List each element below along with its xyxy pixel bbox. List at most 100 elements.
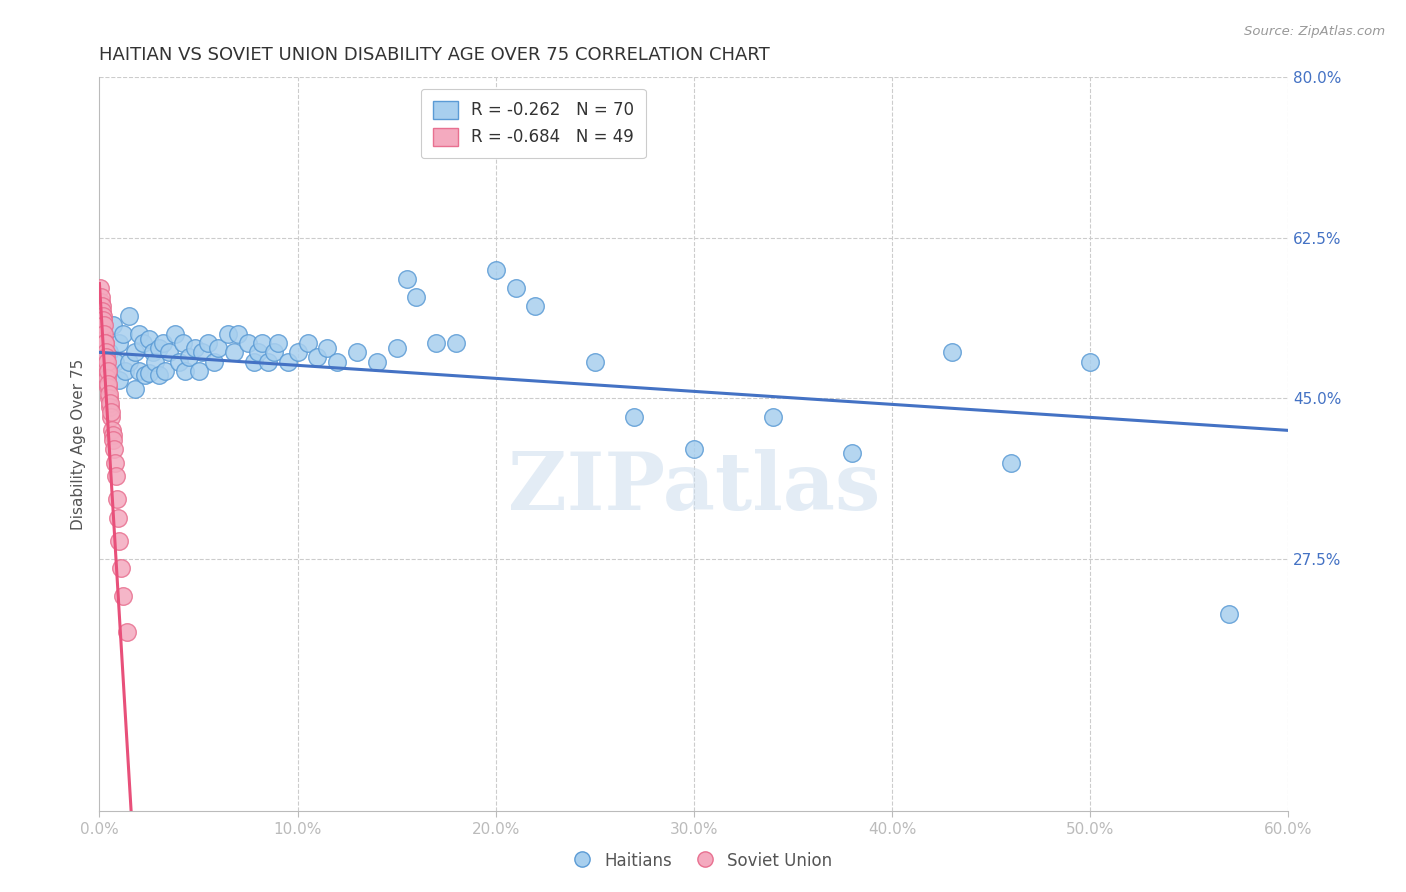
Point [217,326,239,341]
Point [941,345,963,359]
Point [105,469,128,483]
Point [202,354,225,368]
Point [98,345,121,359]
Point [103,318,125,332]
Point [96,354,118,368]
Point [257,354,280,368]
Point [91,309,114,323]
Point [94,336,117,351]
Point [93,313,115,327]
Point [90,300,112,314]
Point [94,345,117,359]
Point [163,326,186,341]
Point [98,386,121,401]
Point [267,336,290,351]
Point [207,341,229,355]
Point [167,354,190,368]
Point [762,409,785,424]
Point [97,364,120,378]
Point [246,345,269,359]
Point [148,368,170,383]
Point [98,401,121,415]
Point [100,405,122,419]
Point [524,300,547,314]
Point [153,364,176,378]
Point [112,589,135,603]
Point [143,354,166,368]
Point [425,336,447,351]
Point [118,309,141,323]
Point [183,341,205,355]
Point [187,364,209,378]
Point [142,345,165,359]
Point [173,364,195,378]
Point [114,364,136,378]
Point [1078,354,1101,368]
Point [101,428,124,442]
Text: ZIPatlas: ZIPatlas [508,450,880,527]
Point [316,341,339,355]
Point [112,326,135,341]
Point [583,354,606,368]
Legend: R = -0.262   N = 70, R = -0.684   N = 49: R = -0.262 N = 70, R = -0.684 N = 49 [420,89,645,158]
Point [366,354,388,368]
Point [395,272,418,286]
Point [841,446,863,460]
Point [97,377,120,392]
Legend: Haitians, Soviet Union: Haitians, Soviet Union [568,846,838,877]
Point [93,347,115,361]
Point [93,318,115,332]
Point [138,332,160,346]
Point [263,345,285,359]
Point [115,625,138,640]
Point [93,326,115,341]
Point [91,322,114,336]
Point [124,345,146,359]
Point [132,336,155,351]
Point [1000,456,1022,470]
Point [346,345,368,359]
Point [128,326,150,341]
Point [277,354,299,368]
Point [307,350,329,364]
Point [236,336,259,351]
Point [108,533,131,548]
Point [93,336,115,351]
Point [100,409,122,424]
Point [91,332,114,346]
Point [97,380,120,394]
Point [103,433,125,447]
Point [683,442,706,456]
Y-axis label: Disability Age Over 75: Disability Age Over 75 [72,359,86,530]
Point [385,341,408,355]
Point [89,281,111,295]
Point [96,366,118,380]
Point [98,396,121,410]
Point [444,336,467,351]
Point [138,366,160,380]
Point [191,345,214,359]
Point [197,336,219,351]
Point [90,290,112,304]
Point [96,371,118,385]
Point [107,510,129,524]
Point [250,336,273,351]
Point [157,345,180,359]
Point [177,350,200,364]
Point [101,424,124,438]
Point [485,262,508,277]
Text: Source: ZipAtlas.com: Source: ZipAtlas.com [1244,25,1385,38]
Text: HAITIAN VS SOVIET UNION DISABILITY AGE OVER 75 CORRELATION CHART: HAITIAN VS SOVIET UNION DISABILITY AGE O… [100,46,770,64]
Point [287,345,309,359]
Point [103,442,125,456]
Point [108,373,131,387]
Point [108,336,131,351]
Point [97,391,120,405]
Point [104,456,127,470]
Point [118,354,141,368]
Point [172,336,194,351]
Point [505,281,527,295]
Point [105,492,128,507]
Point [89,304,111,318]
Point [91,326,114,341]
